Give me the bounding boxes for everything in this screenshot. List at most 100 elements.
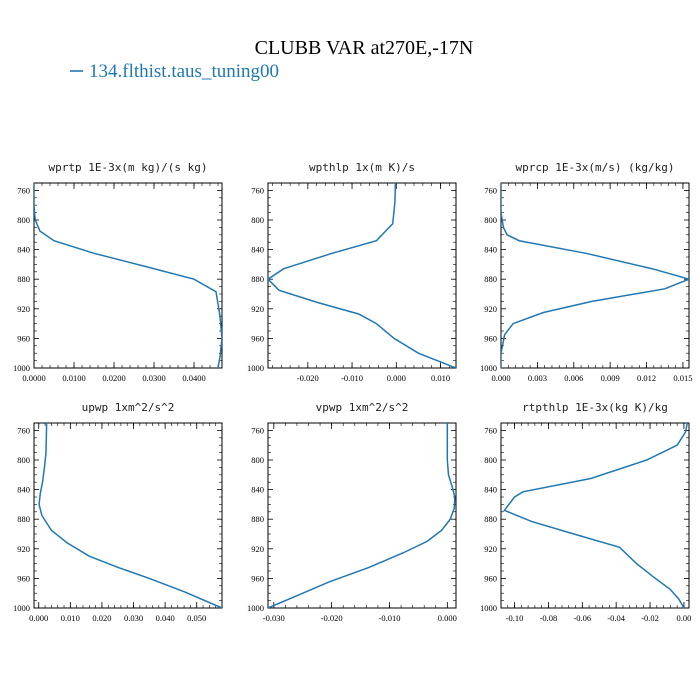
y-tick-label: 880 — [484, 274, 497, 284]
y-tick-label: 840 — [251, 485, 264, 495]
legend: 134.flthist.taus_tuning00 — [70, 61, 279, 82]
x-tick-label: 0.050 — [187, 613, 206, 623]
x-tick-label: 0.010 — [431, 373, 450, 383]
x-tick-label: -0.08 — [540, 613, 558, 623]
y-tick-label: 1000 — [13, 603, 30, 613]
y-tick-label: 920 — [17, 544, 30, 554]
x-tick-label: 0.040 — [156, 613, 175, 623]
series-line-1 — [268, 423, 456, 608]
y-tick-label: 800 — [17, 215, 30, 225]
series-line-1 — [38, 423, 222, 608]
plot-frame — [267, 422, 457, 609]
x-tick-label: 0.003 — [528, 373, 547, 383]
y-tick-label: 880 — [251, 274, 264, 284]
panel-title: wprcp 1E-3x(m/s) (kg/kg) — [516, 161, 675, 174]
y-tick-label: 960 — [251, 573, 264, 583]
plot-frame — [33, 182, 223, 369]
y-tick-label: 800 — [484, 455, 497, 465]
y-tick-label: 920 — [251, 304, 264, 314]
y-tick-label: 760 — [484, 425, 497, 435]
x-tick-label: 0.006 — [564, 373, 583, 383]
x-tick-label: 0.0300 — [142, 373, 165, 383]
x-tick-label: 0.000 — [491, 373, 510, 383]
plot-frame — [500, 422, 690, 609]
y-tick-label: 960 — [484, 333, 497, 343]
y-tick-label: 760 — [17, 425, 30, 435]
y-tick-label: 760 — [251, 425, 264, 435]
y-tick-label: 960 — [17, 573, 30, 583]
y-tick-label: 1000 — [13, 363, 30, 373]
panel-2: wpthlp 1x(m K)/s 760 800 840 880 920 960 1000 -0… — [247, 161, 457, 383]
panel-title: wprtp 1E-3x(m kg)/(s kg) — [49, 161, 208, 174]
panel-title: rtpthlp 1E-3x(kg K)/kg — [522, 401, 668, 414]
y-tick-label: 760 — [484, 185, 497, 195]
y-tick-label: 920 — [17, 304, 30, 314]
x-tick-label: -0.020 — [297, 373, 319, 383]
series-line-1 — [34, 183, 222, 368]
x-tick-label: 0.0400 — [182, 373, 205, 383]
x-tick-label: -0.010 — [378, 613, 400, 623]
x-tick-label: 0.0000 — [22, 373, 45, 383]
legend-label: 134.flthist.taus_tuning00 — [89, 61, 279, 82]
plot-frame — [33, 422, 223, 609]
series-line-1 — [503, 423, 689, 608]
panel-title: vpwp 1xm^2/s^2 — [316, 401, 409, 414]
y-tick-label: 800 — [17, 455, 30, 465]
y-tick-label: 1000 — [480, 363, 497, 373]
series-line-1 — [501, 183, 689, 368]
series-line-1 — [268, 183, 456, 368]
plot-frame — [500, 182, 690, 369]
y-tick-label: 880 — [17, 514, 30, 524]
y-tick-label: 800 — [484, 215, 497, 225]
y-tick-label: 840 — [484, 245, 497, 255]
y-tick-label: 840 — [17, 485, 30, 495]
y-tick-label: 880 — [484, 514, 497, 524]
y-tick-label: 920 — [484, 304, 497, 314]
y-tick-label: 960 — [484, 573, 497, 583]
y-tick-label: 760 — [251, 185, 264, 195]
x-tick-label: 0.000 — [387, 373, 406, 383]
y-tick-label: 800 — [251, 455, 264, 465]
y-tick-label: 840 — [251, 245, 264, 255]
y-tick-label: 920 — [484, 544, 497, 554]
x-tick-label: 0.010 — [61, 613, 80, 623]
x-tick-label: 0.0100 — [62, 373, 85, 383]
x-tick-label: 0.000 — [438, 613, 457, 623]
x-tick-label: 0.000 — [29, 613, 48, 623]
y-tick-label: 880 — [17, 274, 30, 284]
figure-title: CLUBB VAR at270E,-17N — [255, 37, 474, 59]
panel-3: wprcp 1E-3x(m/s) (kg/kg) 760 800 840 880 920 9… — [480, 161, 692, 383]
y-tick-label: 960 — [251, 333, 264, 343]
x-tick-label: 0.015 — [673, 373, 692, 383]
panel-title: upwp 1xm^2/s^2 — [82, 401, 175, 414]
y-tick-label: 880 — [251, 514, 264, 524]
x-tick-label: 0.020 — [92, 613, 111, 623]
y-tick-label: 840 — [484, 485, 497, 495]
panel-title: wpthlp 1x(m K)/s — [309, 161, 415, 174]
x-tick-label: 0.0200 — [102, 373, 125, 383]
x-tick-label: -0.02 — [641, 613, 659, 623]
panel-6: rtpthlp 1E-3x(kg K)/kg 760 800 840 880 920 960… — [480, 401, 691, 623]
y-tick-label: 1000 — [247, 603, 264, 613]
y-tick-label: 920 — [251, 544, 264, 554]
panel-4: upwp 1xm^2/s^2 760 800 840 880 920 960 10000.00… — [13, 401, 223, 623]
x-tick-label: 0.009 — [601, 373, 620, 383]
x-tick-label: 0.012 — [637, 373, 656, 383]
y-tick-label: 1000 — [480, 603, 497, 613]
x-tick-label: -0.10 — [506, 613, 524, 623]
x-tick-label: -0.020 — [321, 613, 343, 623]
x-tick-label: -0.010 — [341, 373, 363, 383]
panel-1: wprtp 1E-3x(m kg)/(s kg) 760 800 840 880 920 9… — [13, 161, 223, 383]
panels: wprtp 1E-3x(m kg)/(s kg) 760 800 840 880 920 9… — [13, 161, 692, 623]
x-tick-label: 0.00 — [676, 613, 691, 623]
panel-5: vpwp 1xm^2/s^27608008408809209601000-0.0… — [247, 401, 457, 623]
y-tick-label: 960 — [17, 333, 30, 343]
x-tick-label: -0.04 — [607, 613, 625, 623]
plot-frame — [267, 182, 457, 369]
x-tick-label: -0.030 — [263, 613, 285, 623]
y-tick-label: 800 — [251, 215, 264, 225]
x-tick-label: -0.06 — [573, 613, 591, 623]
y-tick-label: 1000 — [247, 363, 264, 373]
y-tick-label: 760 — [17, 185, 30, 195]
